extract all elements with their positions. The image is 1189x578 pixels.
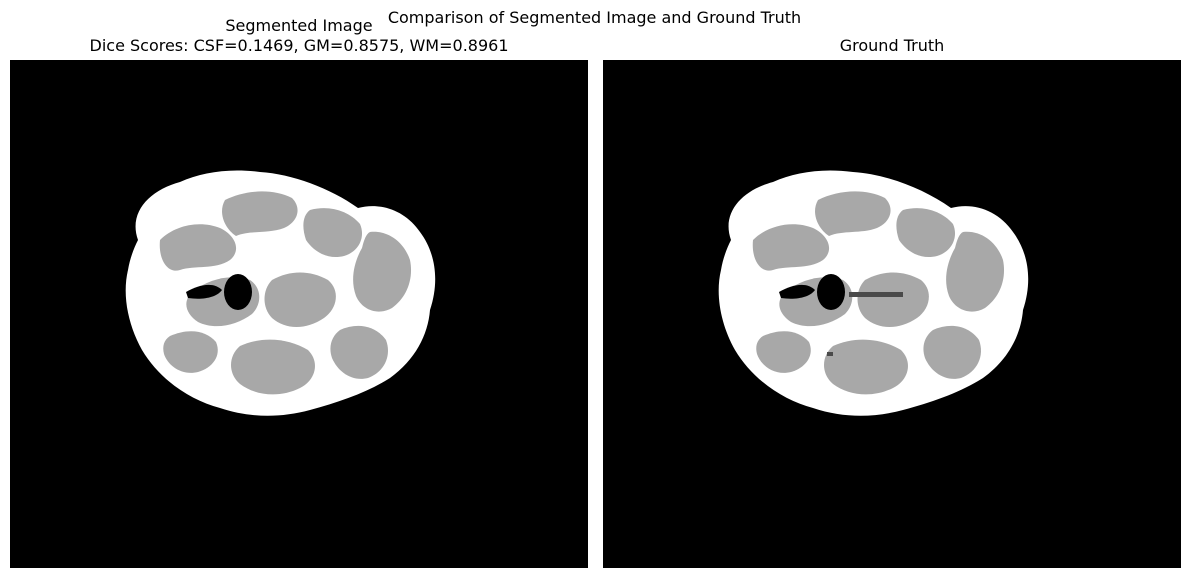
ground-truth-panel-title: Ground Truth — [839, 36, 945, 55]
segmented-panel-title: Segmented Image Dice Scores: CSF=0.1469,… — [10, 16, 588, 56]
figure-suptitle: Comparison of Segmented Image and Ground… — [387, 8, 802, 27]
ground-truth-panel — [603, 60, 1181, 568]
csf-region — [849, 292, 903, 297]
dice-scores-label: Dice Scores: CSF=0.1469, GM=0.8575, WM=0… — [89, 36, 509, 55]
ventricle-region — [817, 274, 845, 310]
ventricle-region — [224, 274, 252, 310]
ground-truth-brain-image — [718, 170, 1029, 416]
segmented-title-line1: Segmented Image — [225, 16, 373, 35]
segmented-brain-image — [125, 170, 436, 416]
segmented-image-panel — [10, 60, 588, 568]
